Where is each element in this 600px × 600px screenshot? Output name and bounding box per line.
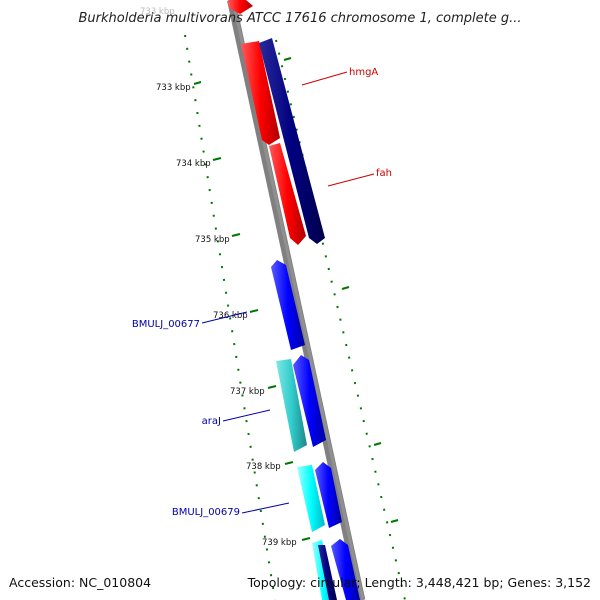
- gene-blue-reverse-1[interactable]: [293, 355, 326, 447]
- gene-label-BMULJ_00679[interactable]: BMULJ_00679: [172, 507, 240, 518]
- tick-label: 735 kbp: [195, 235, 230, 245]
- leader-BMULJ_00679: [241, 502, 290, 514]
- inner-tick-2: [341, 286, 350, 290]
- gene-fah[interactable]: [269, 143, 306, 245]
- tick-label: 733 kbp: [156, 83, 191, 93]
- tick-label: 737 kbp: [230, 387, 265, 397]
- accession-text: Accession: NC_010804: [9, 575, 151, 590]
- tick-mark-734: [212, 157, 222, 161]
- gene-BMULJ_00679[interactable]: [297, 465, 325, 532]
- tick-mark-733: [193, 81, 202, 85]
- gene-araJ[interactable]: [276, 359, 307, 452]
- gene-red-top[interactable]: [228, 0, 253, 14]
- tick-mark-735: [231, 233, 241, 237]
- leader-BMULJ_00677: [201, 311, 248, 324]
- gene-label-hmgA[interactable]: hmgA: [349, 67, 378, 78]
- gene-navy-long[interactable]: [259, 38, 325, 244]
- outer-dotted-ring: [184, 34, 276, 600]
- leader-araJ: [222, 409, 271, 422]
- inner-tick-1: [283, 57, 292, 61]
- tick-label: 738 kbp: [246, 462, 281, 472]
- gene-blue-reverse-2[interactable]: [315, 462, 342, 528]
- tick-mark-738: [284, 461, 294, 465]
- gene-label-BMULJ_00677[interactable]: BMULJ_00677: [132, 319, 200, 330]
- gene-label-araJ[interactable]: araJ: [202, 416, 221, 427]
- leader-fah: [327, 173, 375, 187]
- inner-tick-4: [390, 519, 399, 523]
- inner-dotted-ring: [275, 39, 406, 600]
- tick-mark-739: [301, 537, 311, 541]
- gene-hmgA[interactable]: [241, 41, 280, 145]
- topology-text: Topology: circular; Length: 3,448,421 bp…: [247, 575, 591, 590]
- tick-mark-737: [267, 385, 277, 389]
- leader-hmgA: [301, 71, 348, 86]
- inner-tick-3: [373, 442, 382, 446]
- gene-label-fah[interactable]: fah: [376, 168, 392, 179]
- tick-mark-736: [249, 309, 259, 313]
- gene-navy-bottom[interactable]: [318, 545, 337, 600]
- tick-label: 739 kbp: [262, 538, 297, 548]
- tick-label-top-faded: 733 kbp: [140, 7, 175, 17]
- map-title: Burkholderia multivorans ATCC 17616 chro…: [79, 11, 522, 26]
- tick-label: 734 kbp: [176, 159, 211, 169]
- gene-blue-reverse-3[interactable]: [331, 539, 360, 600]
- gene-BMULJ_00677[interactable]: [271, 260, 305, 350]
